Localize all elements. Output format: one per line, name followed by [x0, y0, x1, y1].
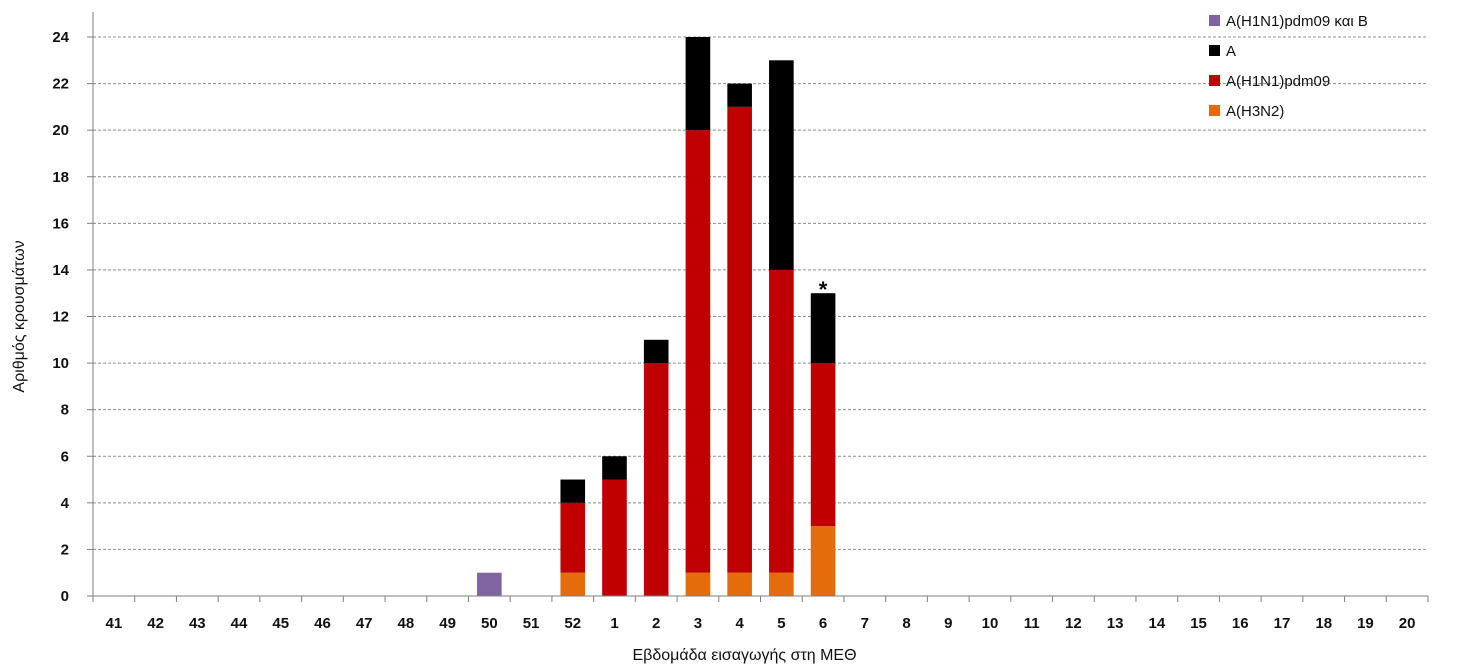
x-tick-label: 7 — [861, 615, 869, 632]
gridlines — [93, 36, 1428, 550]
y-tick-label: 8 — [61, 402, 69, 419]
bar-segment — [769, 572, 794, 596]
x-tick-label: 19 — [1357, 615, 1374, 632]
legend-label: A — [1226, 43, 1236, 60]
x-tick-labels: 41 42 43 44 45 46 47 48 49 50 51 52 1 2 3 4 5 6 7 8 9 10 11 12 1… — [106, 615, 1416, 632]
x-tick-label: 44 — [231, 615, 248, 632]
x-tick-label: 10 — [982, 615, 999, 632]
x-tick-label: 12 — [1065, 615, 1082, 632]
x-tick-label: 14 — [1148, 615, 1165, 632]
bar-segment — [643, 339, 669, 364]
x-tick-label: 41 — [106, 615, 123, 632]
x-tick-label: 45 — [272, 615, 289, 632]
y-tick-label: 18 — [52, 169, 69, 186]
bar-segment — [602, 479, 627, 596]
legend: A(H1N1)pdm09 και B A A(H1N1)pdm09 A(H3N2) — [1209, 13, 1368, 120]
bar-segment — [685, 130, 711, 573]
annotations: * — [819, 277, 828, 302]
y-tick-label: 0 — [61, 588, 69, 605]
bar-segment — [727, 106, 752, 573]
y-tick-label: 4 — [61, 495, 70, 512]
bar-segment — [643, 363, 669, 596]
x-tick-label: 3 — [694, 615, 702, 632]
bar-segment — [560, 572, 586, 596]
y-tick-label: 6 — [61, 448, 69, 465]
x-tick-label: 52 — [564, 615, 581, 632]
y-tick-label: 22 — [52, 76, 69, 93]
x-tick-label: 2 — [652, 615, 660, 632]
legend-label: A(H1N1)pdm09 — [1226, 73, 1330, 90]
y-tick-label: 10 — [52, 355, 69, 372]
x-tick-label: 50 — [481, 615, 498, 632]
x-tick-label: 8 — [902, 615, 910, 632]
x-tick-label: 6 — [819, 615, 827, 632]
legend-swatch — [1209, 15, 1220, 26]
x-tick-label: 11 — [1024, 615, 1040, 632]
x-tick-label: 20 — [1399, 615, 1416, 632]
bar-segment — [477, 572, 502, 596]
x-tick-label: 18 — [1315, 615, 1332, 632]
y-tick-label: 24 — [52, 29, 69, 46]
x-tick-label: 17 — [1274, 615, 1291, 632]
x-tick-label: 46 — [314, 615, 331, 632]
legend-swatch — [1209, 75, 1220, 86]
bar-segment — [560, 502, 586, 573]
bar-segment — [769, 269, 794, 573]
y-tick-label: 12 — [52, 309, 69, 326]
bar-segment — [810, 526, 836, 596]
x-tick-label: 15 — [1190, 615, 1207, 632]
legend-swatch — [1209, 45, 1220, 56]
x-tick-label: 48 — [398, 615, 415, 632]
x-tick-label: 43 — [189, 615, 206, 632]
x-tick-label: 5 — [777, 615, 785, 632]
legend-label: A(H3N2) — [1226, 103, 1284, 120]
x-tick-label: 51 — [523, 615, 540, 632]
bar-segment — [602, 456, 627, 480]
bar-segment — [810, 363, 836, 527]
legend-label: A(H1N1)pdm09 και B — [1226, 13, 1368, 30]
x-tick-label: 49 — [439, 615, 456, 632]
x-tick-label: 13 — [1107, 615, 1124, 632]
bar-segment — [685, 572, 711, 596]
x-tick-label: 4 — [735, 615, 744, 632]
bar-segment — [810, 293, 836, 364]
axes — [87, 12, 1429, 602]
x-tick-label: 47 — [356, 615, 373, 632]
bar-segment — [727, 83, 752, 107]
x-tick-label: 16 — [1232, 615, 1249, 632]
y-axis-title: Αριθμός κρουσμάτων — [11, 240, 28, 392]
y-tick-label: 20 — [52, 122, 69, 139]
x-tick-label: 1 — [610, 615, 618, 632]
bars — [477, 37, 836, 596]
y-tick-label: 16 — [52, 215, 69, 232]
bar-segment — [560, 479, 586, 503]
x-axis-title: Εβδομάδα εισαγωγής στη ΜΕΘ — [632, 647, 856, 664]
x-tick-label: 9 — [944, 615, 952, 632]
x-tick-label: 42 — [147, 615, 164, 632]
y-tick-label: 14 — [52, 262, 69, 279]
bar-segment — [769, 60, 794, 270]
y-tick-label: 2 — [61, 541, 69, 558]
bar-segment — [685, 37, 711, 131]
bar-segment — [727, 572, 752, 596]
legend-swatch — [1209, 105, 1220, 116]
annotation-asterisk: * — [819, 277, 828, 302]
